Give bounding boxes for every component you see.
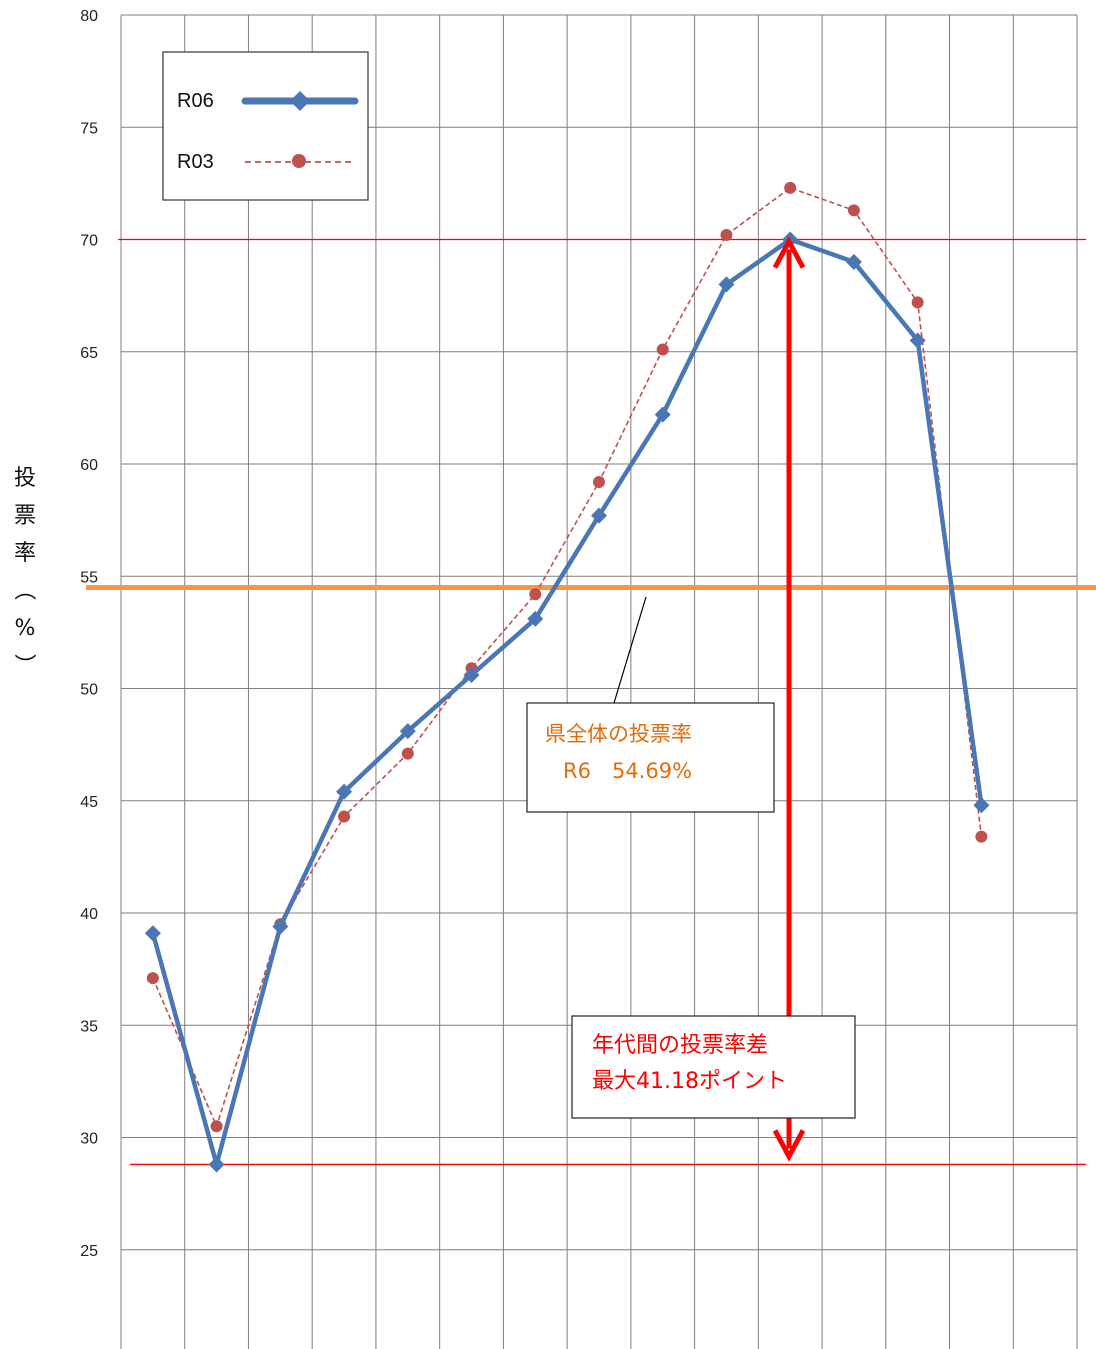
- series-R06-point: [272, 918, 289, 935]
- y-tick-label: 30: [80, 1131, 98, 1148]
- gap-callout-value: 最大41.18ポイント: [592, 1069, 787, 1094]
- series-R03-point: [975, 830, 988, 843]
- y-axis-label-char: （: [11, 578, 36, 600]
- average-callout-title: 県全体の投票率: [545, 722, 692, 746]
- y-tick-label: 45: [80, 794, 98, 811]
- series-R03-point: [529, 588, 542, 601]
- legend-box: [162, 51, 369, 201]
- y-tick-label: 75: [80, 120, 98, 137]
- gap-arrow-head-bottom: [772, 1129, 806, 1162]
- series-R06-point: [463, 667, 480, 684]
- y-tick-label: 70: [80, 233, 98, 250]
- series-R06-point: [973, 797, 990, 814]
- series-R03-point: [720, 229, 733, 242]
- series-R03-point: [401, 747, 414, 760]
- series-R03-point: [593, 475, 605, 488]
- y-tick-label: 80: [80, 8, 98, 25]
- y-tick-label: 65: [80, 345, 98, 362]
- series-R06-point: [336, 783, 353, 800]
- series-R06-point: [718, 276, 735, 293]
- legend-label-R03: R03: [177, 151, 214, 173]
- reference-lines: [86, 238, 1096, 1166]
- series-R06-point: [527, 610, 544, 627]
- series-R06-point: [399, 723, 416, 740]
- y-axis-label: 投票率 （% ）: [11, 466, 36, 676]
- grid: [120, 14, 1078, 1349]
- y-tick-label: 50: [80, 682, 98, 699]
- y-tick-label: 40: [80, 906, 98, 923]
- legend: R06 R03: [162, 51, 369, 201]
- gap-arrow-head-top: [772, 236, 806, 269]
- y-tick-label: 35: [80, 1018, 98, 1035]
- series-R03-point: [146, 972, 159, 985]
- legend-label-R06: R06: [177, 90, 214, 112]
- series-R06-point: [909, 332, 926, 349]
- series-R06-line: [150, 237, 984, 1167]
- series-R06-point: [654, 406, 671, 423]
- y-tick-label: 60: [80, 457, 98, 474]
- y-axis-label-char: 投: [14, 466, 36, 491]
- series-R03-point: [338, 810, 351, 823]
- average-callout-box: [526, 702, 775, 813]
- gap-callout-title: 年代間の投票率差: [592, 1033, 768, 1058]
- average-callout-leader: [613, 596, 647, 704]
- y-axis-label-char: 率: [14, 541, 36, 566]
- gap-callout-box: [571, 1015, 856, 1119]
- series-R06-point: [591, 507, 607, 524]
- series-R06-point: [845, 253, 862, 270]
- series-R03-point: [210, 1120, 223, 1133]
- legend-marker-R06: [290, 91, 310, 111]
- legend-marker-R03: [292, 154, 306, 168]
- series-R06-point: [208, 1156, 225, 1173]
- series-layer: [144, 181, 990, 1173]
- y-axis-label-char: %: [15, 616, 36, 641]
- series-R03-point: [784, 181, 797, 194]
- y-tick-label: 25: [80, 1243, 98, 1260]
- series-R03-point: [656, 343, 669, 356]
- series-R03-point: [911, 296, 924, 309]
- average-callout-value: R6 54.69%: [563, 759, 692, 783]
- series-R06-point: [144, 925, 161, 942]
- y-axis-label-char: ）: [11, 653, 36, 675]
- series-R03-point: [847, 204, 860, 217]
- y-axis-label-char: 票: [14, 504, 36, 529]
